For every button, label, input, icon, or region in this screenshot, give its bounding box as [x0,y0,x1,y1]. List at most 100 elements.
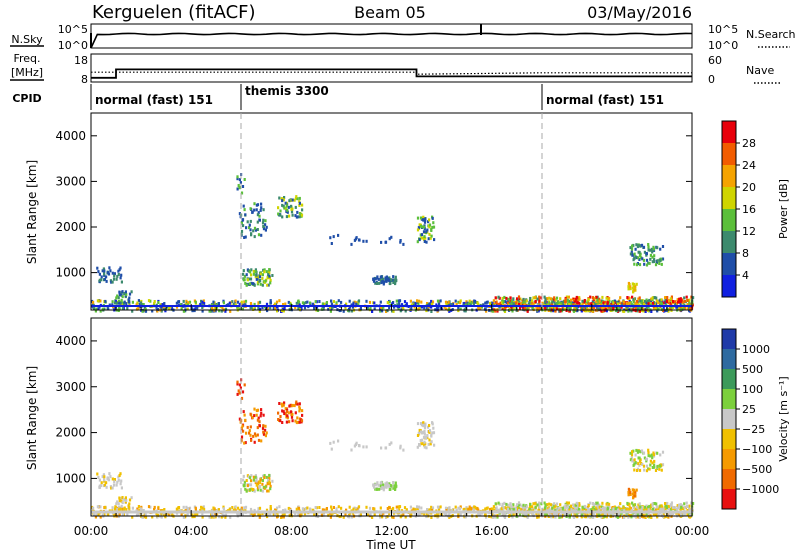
velocity-echo [128,505,131,509]
power-echo [295,195,298,199]
velocity-echo [516,507,519,511]
power-echo [534,300,537,303]
velocity-echo [164,513,167,517]
velocity-echo [344,512,347,516]
velocity-echo [245,479,248,482]
power-echo [298,201,301,205]
velocity-echo [598,505,601,509]
velocity-echo [252,478,255,482]
power-echo [331,305,334,309]
power-echo [399,239,402,242]
velocity-echo [655,502,658,506]
velocity-echo [473,505,476,509]
power-echo [303,302,306,306]
power-echo [416,299,419,303]
velocity-echo [640,462,643,465]
power-echo [655,296,658,300]
velocity-ytick-label: 3000 [55,380,86,394]
velocity-echo [388,485,391,488]
velocity-echo [433,443,436,447]
power-echo [603,306,606,310]
velocity-echo [630,515,633,519]
velocity-echo [522,506,525,510]
noise-tick-right-bottom: 10^0 [708,39,738,52]
power-echo [450,303,453,306]
power-echo [464,309,467,313]
power-echo [350,309,354,313]
velocity-echo [485,506,488,510]
power-echo [252,282,255,286]
velocity-echo [246,425,249,429]
velocity-echo [637,503,640,507]
power-echo [369,306,372,310]
velocity-echo [248,483,251,487]
power-echo [258,275,262,279]
power-echo [491,309,495,313]
power-echo [284,207,287,211]
power-echo [256,282,259,286]
velocity-echo [117,505,121,509]
noise-tick-right-top: 10^5 [708,23,738,36]
power-echo [595,296,598,299]
power-echo [298,215,301,219]
colorbar-tick-label: 25 [742,403,756,416]
power-echo [264,228,267,232]
velocity-echo [97,513,100,517]
velocity-echo [359,512,362,516]
power-echo [634,301,637,305]
velocity-echo [257,507,260,511]
power-echo [439,299,442,303]
station-title: Kerguelen (fitACF) [92,2,256,23]
power-echo [113,272,116,276]
velocity-echo [644,516,647,519]
velocity-echo [688,504,691,508]
power-echo [254,275,257,279]
power-echo [201,309,204,313]
power-echo [117,296,120,300]
power-echo [388,300,391,304]
power-echo [340,300,343,304]
power-echo [314,300,317,304]
velocity-echo [249,425,252,429]
power-echo [680,299,683,303]
power-echo [548,296,551,300]
velocity-echo [484,507,487,511]
power-echo [384,279,387,283]
power-echo [180,305,183,309]
velocity-echo [510,505,513,509]
power-echo [632,300,635,304]
power-echo [632,290,635,294]
velocity-echo [261,482,264,486]
velocity-echo [240,426,243,430]
power-echo [262,218,265,222]
velocity-echo [664,504,667,508]
velocity-echo [374,487,377,491]
velocity-echo [271,479,274,483]
velocity-echo [645,457,648,461]
velocity-echo [240,396,244,400]
power-echo [356,301,359,305]
power-echo [586,301,589,305]
velocity-echo [597,513,600,517]
velocity-echo [300,419,304,423]
velocity-echo [266,515,269,519]
power-echo [650,310,653,313]
power-echo [658,305,661,309]
velocity-echo [284,407,287,411]
velocity-echo [329,515,332,519]
velocity-echo [524,506,527,510]
power-echo [604,301,607,304]
power-echo [268,268,271,272]
power-echo [210,309,213,313]
power-echo [201,300,204,304]
power-echo [519,302,522,306]
power-echo [623,309,626,313]
power-echo [581,301,584,305]
velocity-echo [113,478,116,481]
power-echo [249,302,253,305]
power-echo [677,300,680,304]
velocity-echo [281,512,284,516]
power-echo [384,276,387,280]
power-echo [454,299,457,303]
velocity-echo [502,506,505,510]
